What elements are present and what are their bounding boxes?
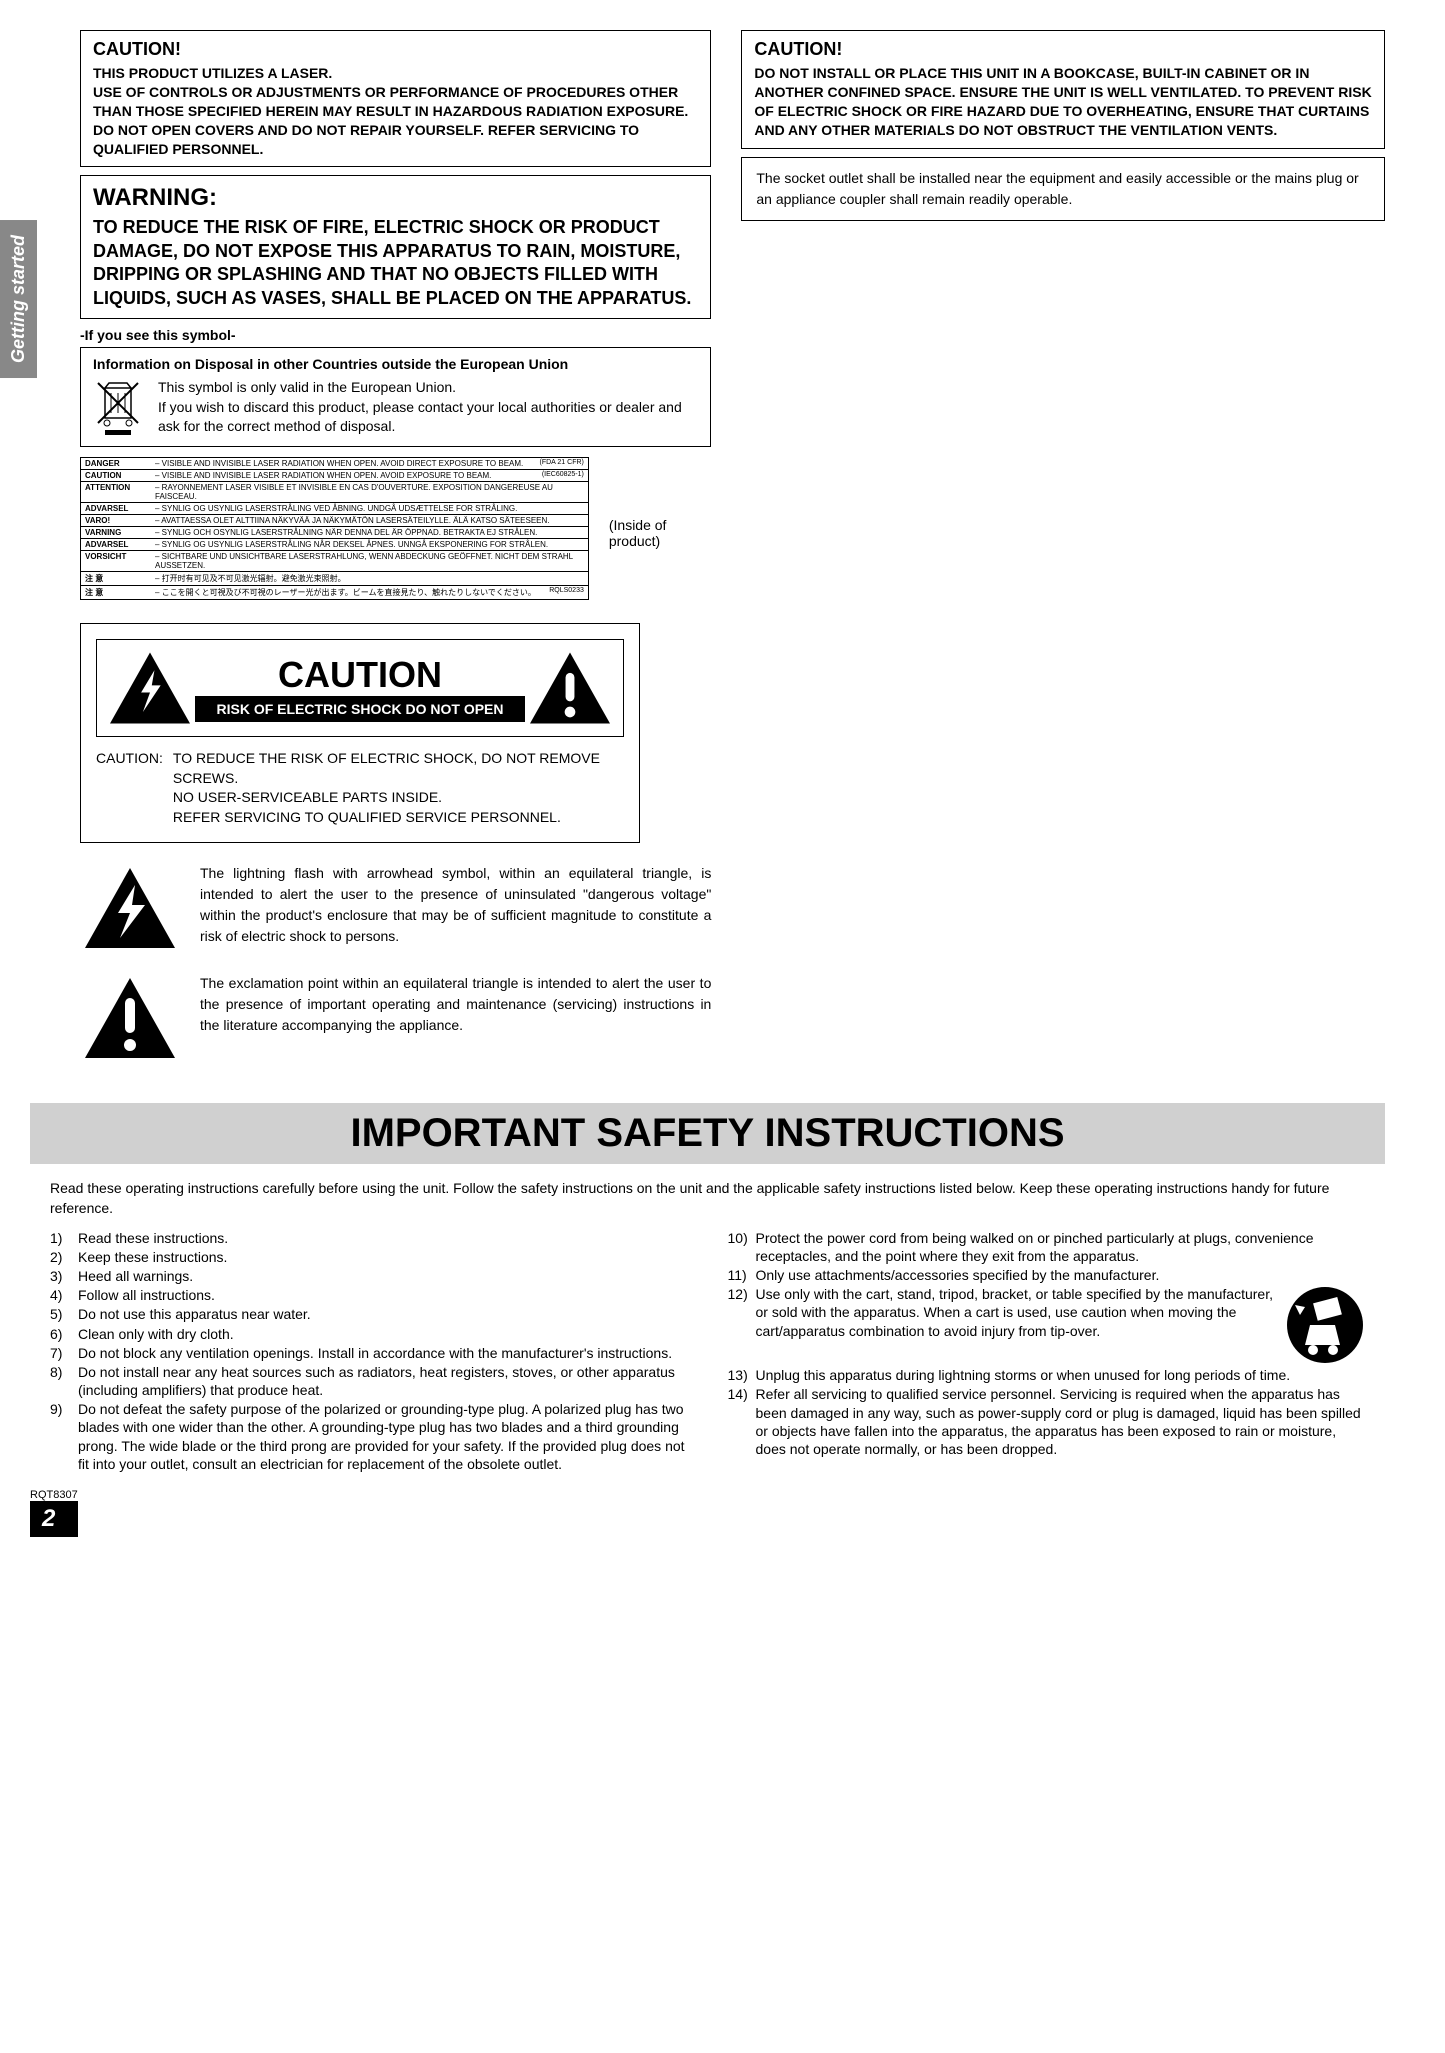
instruction-item: 8)Do not install near any heat sources s…: [50, 1363, 688, 1399]
laser-row: VORSICHT– SICHTBARE UND UNSICHTBARE LASE…: [81, 551, 588, 572]
warning-text: TO REDUCE THE RISK OF FIRE, ELECTRIC SHO…: [93, 216, 698, 310]
instruction-item: 12)Use only with the cart, stand, tripod…: [728, 1285, 1366, 1365]
instructions-right: 10)Protect the power cord from being wal…: [728, 1229, 1366, 1474]
caution-box-1: CAUTION! THIS PRODUCT UTILIZES A LASER. …: [80, 30, 711, 167]
caution-shock-panel: CAUTION RISK OF ELECTRIC SHOCK DO NOT OP…: [80, 623, 640, 843]
sidebar-tab: Getting started: [0, 220, 37, 378]
instruction-item: 3)Heed all warnings.: [50, 1267, 688, 1285]
laser-row: 注 意– ここを開くと可視及び不可視のレーザー光が出ます。ビームを直接見たり、触…: [81, 586, 588, 599]
laser-row: 注 意– 打开时有可见及不可见激光辐射。避免激光束照射。: [81, 572, 588, 586]
caution-sub-label: RISK OF ELECTRIC SHOCK DO NOT OPEN: [195, 696, 525, 722]
laser-row: VARNING– SYNLIG OCH OSYNLIG LASERSTRÅLNI…: [81, 527, 588, 539]
disposal-box: Information on Disposal in other Countri…: [80, 347, 711, 447]
warning-box: WARNING: TO REDUCE THE RISK OF FIRE, ELE…: [80, 175, 711, 319]
left-column: Getting started CAUTION! THIS PRODUCT UT…: [30, 30, 711, 1083]
lightning-triangle-icon: [105, 648, 195, 728]
laser-row: ADVARSEL– SYNLIG OG USYNLIG LASERSTRÅLIN…: [81, 539, 588, 551]
caution-body-label: CAUTION:: [96, 749, 163, 827]
caution-text: THIS PRODUCT UTILIZES A LASER. USE OF CO…: [93, 64, 698, 158]
caution-big-label: CAUTION: [195, 654, 525, 696]
caution-body-text: TO REDUCE THE RISK OF ELECTRIC SHOCK, DO…: [173, 749, 624, 827]
instruction-item: 6)Clean only with dry cloth.: [50, 1325, 688, 1343]
caution2-title: CAUTION!: [754, 39, 1372, 60]
instruction-item: 2)Keep these instructions.: [50, 1248, 688, 1266]
disposal-text: This symbol is only valid in the Europea…: [158, 378, 698, 437]
lightning-triangle-icon: [80, 863, 180, 953]
instruction-item: 14)Refer all servicing to qualified serv…: [728, 1385, 1366, 1458]
warning-title: WARNING:: [93, 184, 698, 212]
exclaim-description: The exclamation point within an equilate…: [80, 973, 711, 1063]
page-number: 2: [30, 1501, 78, 1537]
main-title: IMPORTANT SAFETY INSTRUCTIONS: [30, 1103, 1385, 1164]
socket-box: The socket outlet shall be installed nea…: [741, 157, 1385, 221]
right-column: CAUTION! DO NOT INSTALL OR PLACE THIS UN…: [741, 30, 1385, 1083]
laser-row: DANGER– VISIBLE AND INVISIBLE LASER RADI…: [81, 458, 588, 470]
laser-row: CAUTION– VISIBLE AND INVISIBLE LASER RAD…: [81, 470, 588, 482]
page-footer: RQT8307 2: [30, 1489, 1385, 1537]
laser-row: ADVARSEL– SYNLIG OG USYNLIG LASERSTRÅLIN…: [81, 503, 588, 515]
lightning-desc-text: The lightning flash with arrowhead symbo…: [200, 863, 711, 953]
laser-row: ATTENTION– RAYONNEMENT LASER VISIBLE ET …: [81, 482, 588, 503]
exclaim-desc-text: The exclamation point within an equilate…: [200, 973, 711, 1063]
inside-product-note: (Inside of product): [609, 517, 712, 549]
instruction-item: 7)Do not block any ventilation openings.…: [50, 1344, 688, 1362]
doc-code: RQT8307: [30, 1489, 78, 1501]
weee-icon: [93, 378, 143, 438]
instructions-left: 1)Read these instructions.2)Keep these i…: [50, 1229, 688, 1474]
instruction-item: 4)Follow all instructions.: [50, 1286, 688, 1304]
instruction-item: 10)Protect the power cord from being wal…: [728, 1229, 1366, 1265]
exclaim-triangle-icon: [525, 648, 615, 728]
laser-row: VARO!– AVATTAESSA OLET ALTTIINA NÄKYVÄÄ …: [81, 515, 588, 527]
caution-box-2: CAUTION! DO NOT INSTALL OR PLACE THIS UN…: [741, 30, 1385, 149]
cart-tip-icon: [1285, 1285, 1365, 1365]
intro-text: Read these operating instructions carefu…: [30, 1179, 1385, 1218]
instruction-item: 11)Only use attachments/accessories spec…: [728, 1266, 1366, 1284]
caution2-text: DO NOT INSTALL OR PLACE THIS UNIT IN A B…: [754, 64, 1372, 140]
exclaim-triangle-icon: [80, 973, 180, 1063]
symbol-note: -If you see this symbol-: [80, 327, 711, 343]
instruction-item: 13)Unplug this apparatus during lightnin…: [728, 1366, 1366, 1384]
instruction-item: 9)Do not defeat the safety purpose of th…: [50, 1400, 688, 1473]
laser-label-table: DANGER– VISIBLE AND INVISIBLE LASER RADI…: [80, 457, 589, 600]
caution-title: CAUTION!: [93, 39, 698, 60]
lightning-description: The lightning flash with arrowhead symbo…: [80, 863, 711, 953]
instructions-columns: 1)Read these instructions.2)Keep these i…: [30, 1229, 1385, 1474]
instruction-item: 5)Do not use this apparatus near water.: [50, 1305, 688, 1323]
page-columns: Getting started CAUTION! THIS PRODUCT UT…: [30, 30, 1385, 1083]
disposal-title: Information on Disposal in other Countri…: [93, 356, 698, 372]
instruction-item: 1)Read these instructions.: [50, 1229, 688, 1247]
